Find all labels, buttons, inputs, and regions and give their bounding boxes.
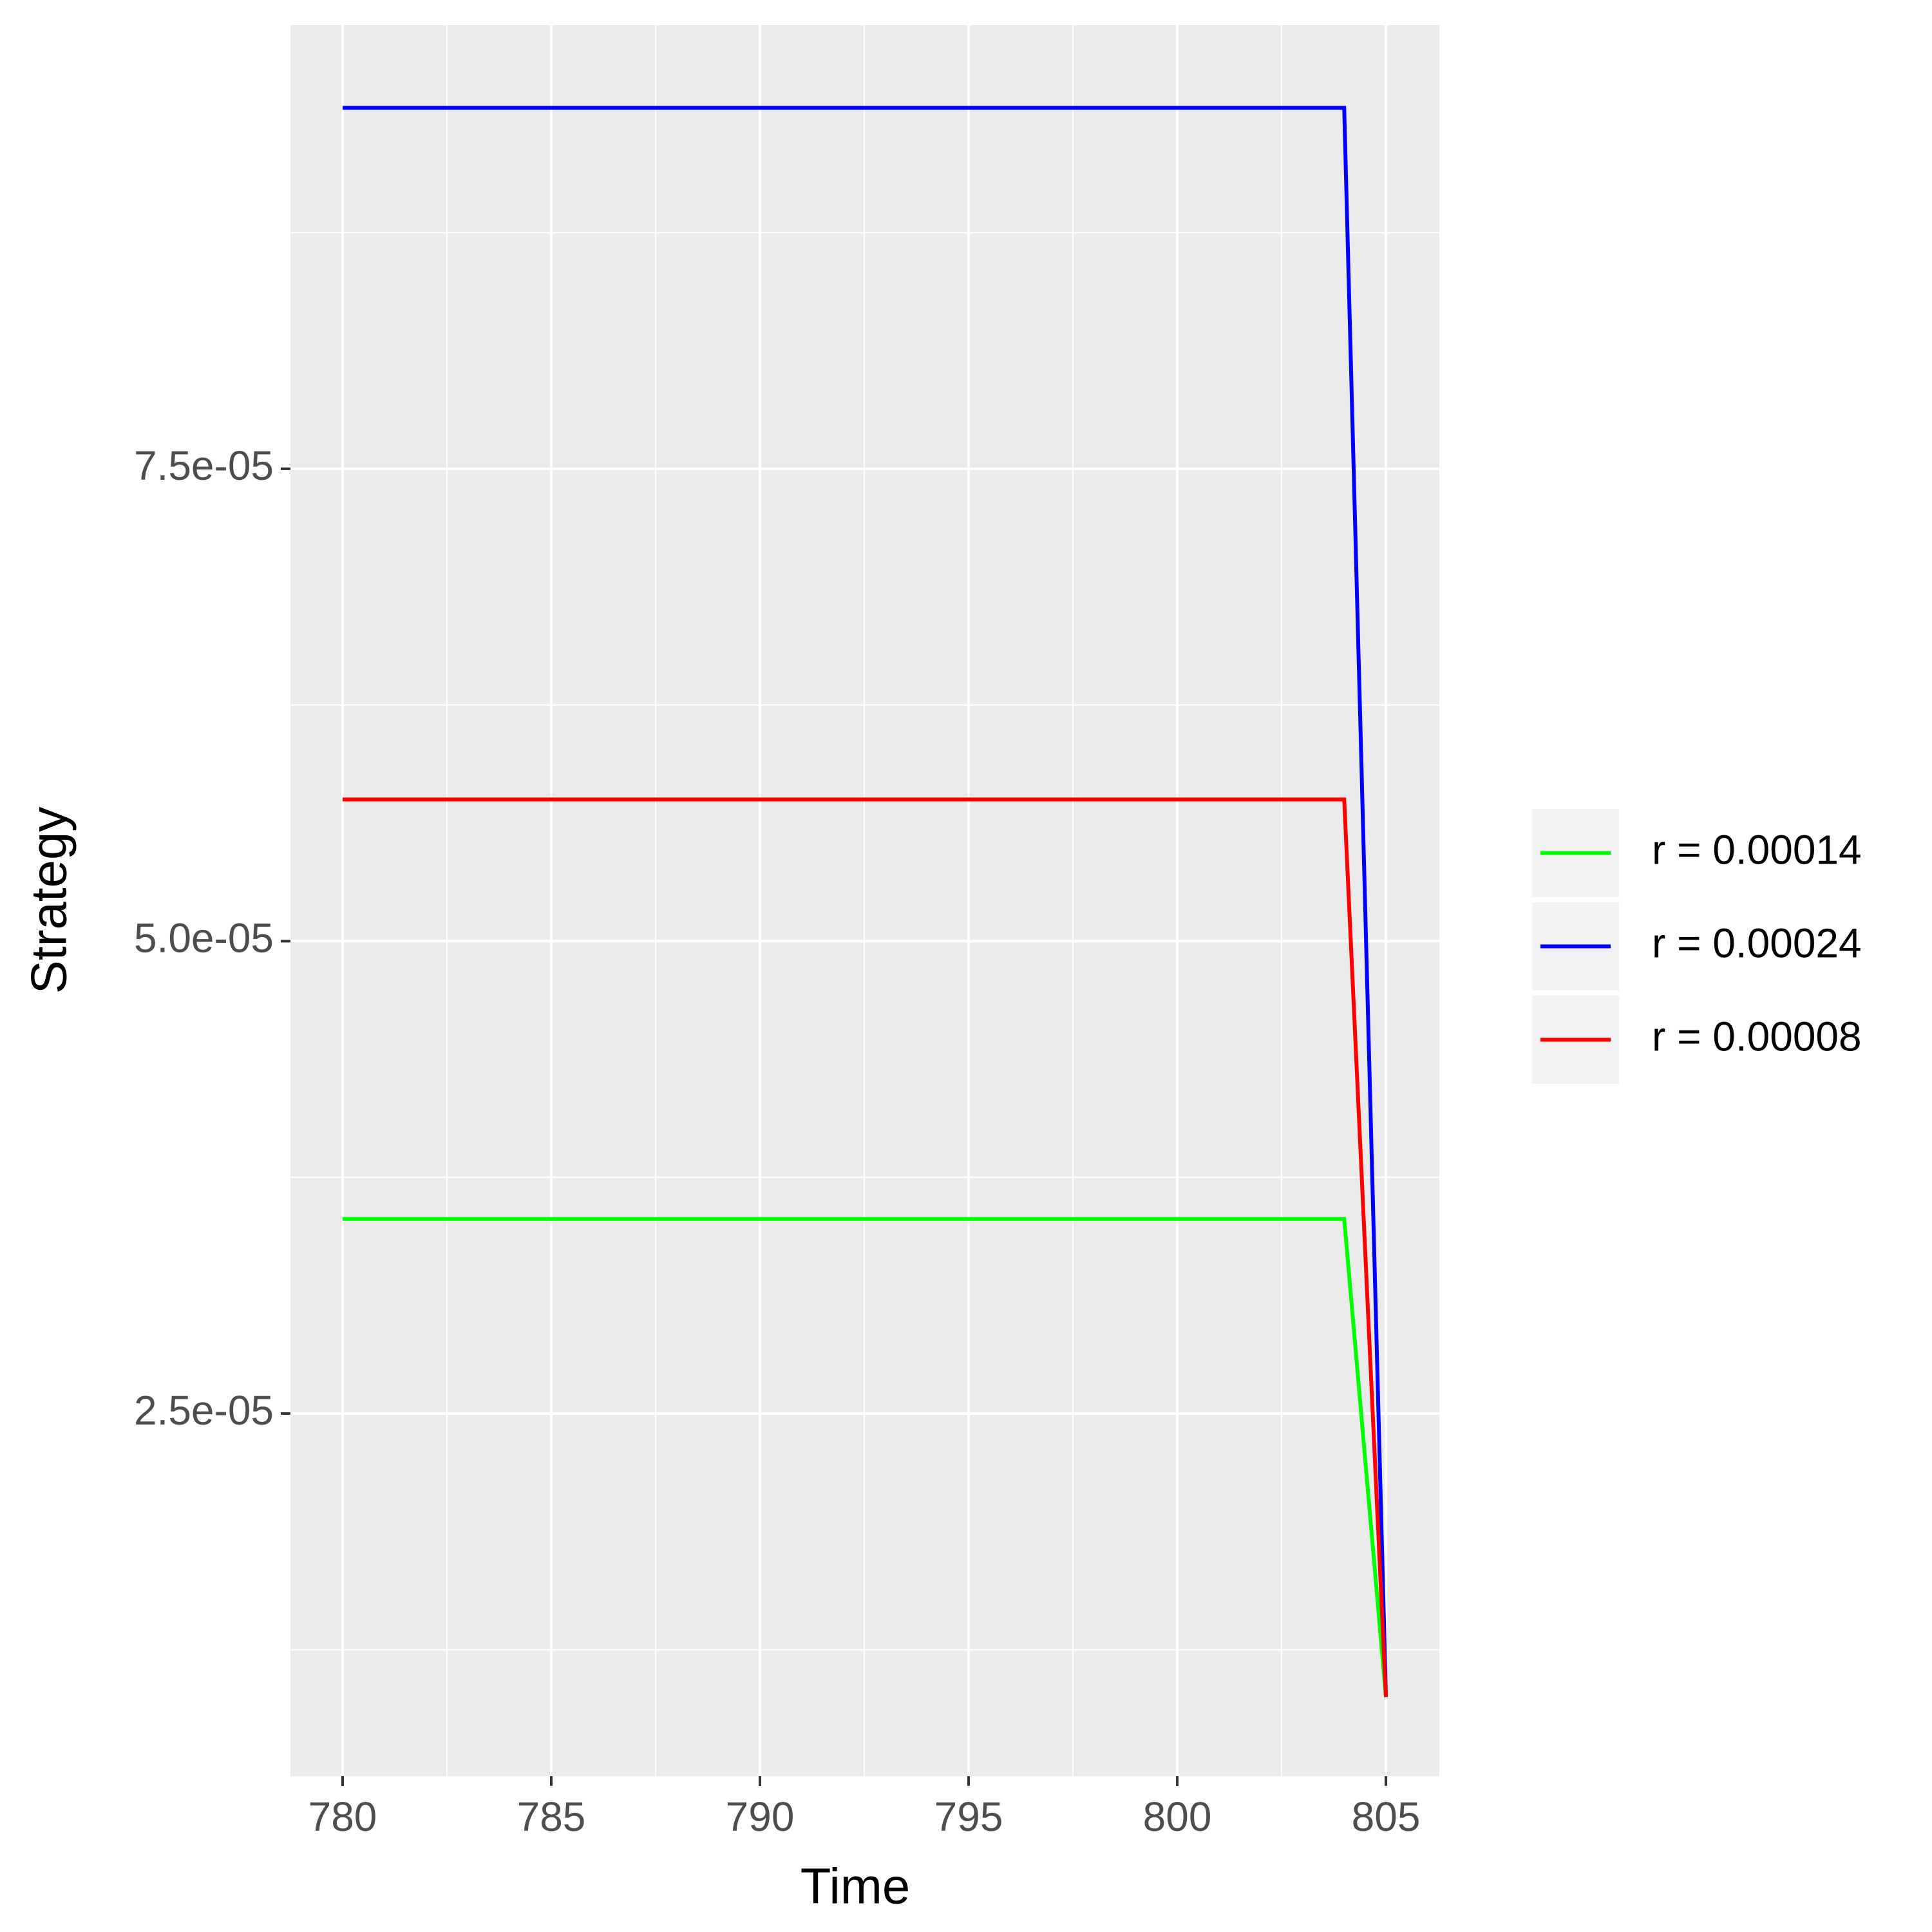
y-tick-label: 7.5e-05 bbox=[134, 442, 274, 489]
series-line bbox=[343, 1217, 1388, 1698]
y-axis-title: Strategy bbox=[21, 807, 77, 994]
x-tick-label: 780 bbox=[308, 1794, 377, 1840]
x-tick-label: 800 bbox=[1143, 1794, 1212, 1840]
x-tick-label: 790 bbox=[726, 1794, 795, 1840]
y-tick-label: 2.5e-05 bbox=[134, 1387, 274, 1434]
legend-label: r = 0.00024 bbox=[1652, 920, 1862, 966]
legend-label: r = 0.00008 bbox=[1652, 1013, 1862, 1059]
series-line bbox=[343, 797, 1388, 1698]
x-tick-label: 805 bbox=[1352, 1794, 1421, 1840]
x-axis-title: Time bbox=[800, 1858, 910, 1915]
y-tick-label: 5.0e-05 bbox=[134, 914, 274, 961]
series-line bbox=[343, 106, 1388, 1698]
legend-label: r = 0.00014 bbox=[1652, 826, 1862, 873]
x-tick-label: 785 bbox=[517, 1794, 586, 1840]
x-tick-label: 795 bbox=[934, 1794, 1003, 1840]
